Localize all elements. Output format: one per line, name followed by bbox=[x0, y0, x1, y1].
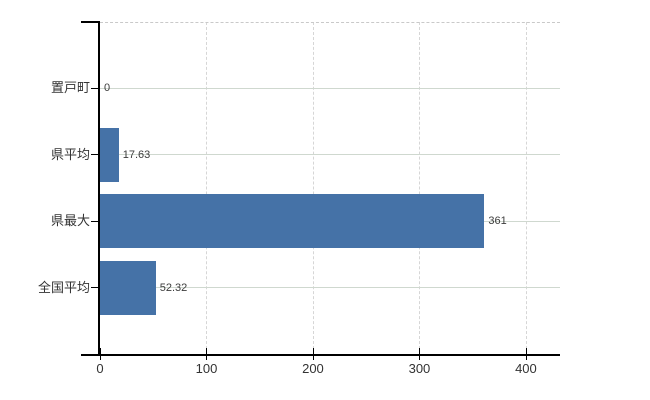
x-axis-tick bbox=[206, 348, 208, 360]
vertical-gridline bbox=[206, 22, 208, 354]
bar-value-label: 52.32 bbox=[159, 281, 188, 294]
y-axis-tick bbox=[91, 220, 98, 222]
bar bbox=[100, 260, 156, 315]
bar-value-label: 0 bbox=[104, 82, 111, 95]
bar bbox=[100, 127, 119, 182]
y-axis-category-label: 全国平均 bbox=[37, 279, 90, 295]
x-axis-tick bbox=[100, 348, 101, 360]
x-axis-tick bbox=[312, 348, 314, 360]
bar-value-label: 361 bbox=[488, 215, 507, 228]
horizontal-gridline bbox=[100, 287, 560, 289]
x-axis-tick-label: 0 bbox=[96, 361, 104, 376]
y-axis-tick bbox=[91, 154, 98, 156]
y-axis-category-label: 県平均 bbox=[50, 146, 90, 162]
x-axis-tick-label: 300 bbox=[408, 361, 431, 376]
y-axis-tick bbox=[91, 87, 98, 89]
x-axis-tick-label: 200 bbox=[302, 361, 324, 376]
vertical-gridline bbox=[312, 22, 314, 354]
bar-value-label: 17.63 bbox=[122, 148, 151, 161]
horizontal-gridline bbox=[100, 87, 560, 89]
x-axis-line bbox=[81, 354, 560, 356]
y-axis-top-cap bbox=[81, 21, 100, 23]
x-axis-tick-label: 100 bbox=[195, 361, 218, 376]
y-axis-line bbox=[98, 21, 100, 354]
vertical-gridline bbox=[525, 22, 527, 354]
x-axis-tick bbox=[419, 348, 421, 360]
y-axis-tick bbox=[91, 287, 98, 289]
horizontal-gridline bbox=[100, 154, 560, 156]
bar bbox=[100, 194, 485, 249]
x-axis-tick-label: 400 bbox=[515, 361, 537, 376]
y-axis-category-label: 置戸町 bbox=[50, 80, 90, 96]
vertical-gridline bbox=[419, 22, 421, 354]
x-axis-tick bbox=[525, 348, 527, 360]
plot-top-border bbox=[100, 22, 560, 23]
y-axis-category-label: 県最大 bbox=[50, 213, 90, 229]
